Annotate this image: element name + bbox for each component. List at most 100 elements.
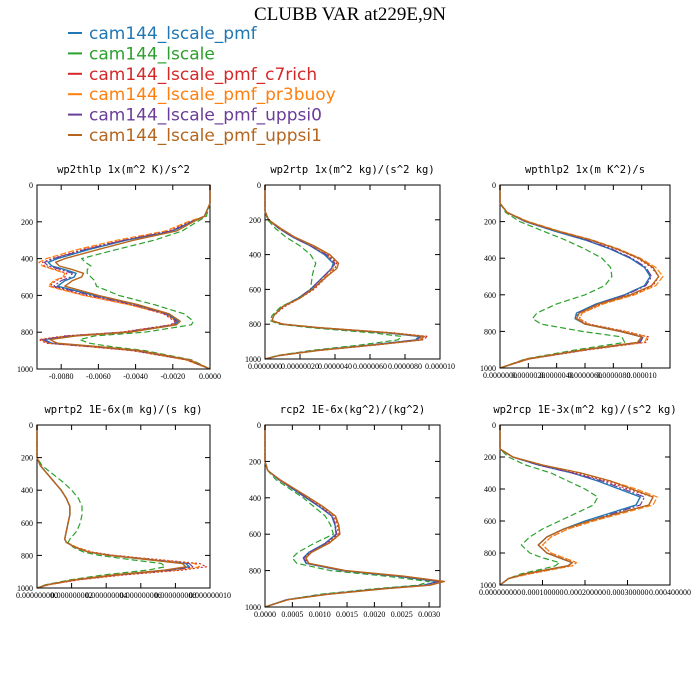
y-tick-label: 800 <box>21 328 33 337</box>
legend-label: cam144_lscale_pmf_pr3buoy <box>89 85 336 105</box>
x-tick-label: 0.0000020 <box>511 371 545 380</box>
legend-entry: cam144_lscale_pmf_pr3buoy <box>68 85 336 105</box>
x-tick-label: 0.0025 <box>391 610 413 619</box>
x-tick-label: -0.0040 <box>123 372 148 381</box>
x-tick-label: 0.000100000 <box>522 588 564 597</box>
y-tick-label: 200 <box>21 454 33 463</box>
y-tick-label: 600 <box>249 530 261 539</box>
x-tick-label: 0.000010 <box>627 371 657 380</box>
panel-title: wprtp2 1E-6x(m kg)/(s kg) <box>44 404 202 416</box>
x-tick-label: 0.0000060 <box>568 371 602 380</box>
y-tick-label: 800 <box>249 320 261 329</box>
x-tick-label: 0.0030 <box>418 610 440 619</box>
y-tick-label: 0 <box>29 181 33 190</box>
y-tick-label: 800 <box>21 551 33 560</box>
legend-label: cam144_lscale <box>89 44 215 64</box>
plot-frame <box>36 184 211 370</box>
x-tick-label: 0.0000060 <box>353 362 387 371</box>
chart-panel: rcp2 1E-6x(kg^2)/(kg^2) 0 200 400 600 800 1000… <box>245 404 446 619</box>
x-tick-label: 0.000000004 <box>85 591 127 600</box>
series-line <box>36 425 187 589</box>
y-tick-label: 1000 <box>245 603 261 612</box>
x-tick-label: 0.0000080 <box>388 362 422 371</box>
legend-entry: cam144_lscale_pmf_c7rich <box>68 65 317 85</box>
y-tick-label: 400 <box>484 254 496 263</box>
x-tick-label: 0.0000000 <box>483 371 517 380</box>
panel-title: wpthlp2 1x(m K^2)/s <box>525 164 645 176</box>
x-tick-label: 0.000010 <box>425 362 455 371</box>
legend-label: cam144_lscale_pmf <box>89 24 258 44</box>
y-tick-label: 400 <box>249 494 261 503</box>
y-tick-label: 200 <box>249 216 261 225</box>
x-tick-label: 0.0000080 <box>596 371 630 380</box>
y-tick-label: 200 <box>249 457 261 466</box>
y-tick-label: 0 <box>257 421 261 430</box>
chart-panels: wp2thlp 1x(m^2 K)/s^2 0 200 400 600 800 1000 -0… <box>16 164 691 619</box>
x-tick-label: 0.0000000 <box>248 362 282 371</box>
y-tick-label: 200 <box>21 218 33 227</box>
y-tick-label: 200 <box>484 453 496 462</box>
y-tick-label: 1000 <box>17 584 33 593</box>
y-tick-label: 600 <box>21 291 33 300</box>
x-tick-label: 0.0000 <box>254 610 276 619</box>
x-tick-label: 0.000000000 <box>16 591 58 600</box>
y-tick-label: 0 <box>492 421 496 430</box>
x-tick-label: 0.000000008 <box>154 591 196 600</box>
x-tick-label: 0.000400000 <box>649 588 691 597</box>
y-tick-label: 0 <box>257 181 261 190</box>
y-tick-label: 0 <box>29 421 33 430</box>
legend-entry: cam144_lscale_pmf <box>68 24 258 44</box>
chart-panel: wp2thlp 1x(m^2 K)/s^2 0 200 400 600 800 1000 -0… <box>17 164 221 381</box>
x-tick-label: 0.000000000 <box>479 588 521 597</box>
legend-entry: cam144_lscale_pmf_uppsi1 <box>68 126 322 146</box>
series-line <box>36 425 166 589</box>
figure-title: CLUBB VAR at229E,9N <box>254 4 446 25</box>
x-tick-label: 0.0000040 <box>318 362 352 371</box>
y-tick-label: 1000 <box>245 355 261 364</box>
y-tick-label: 800 <box>484 549 496 558</box>
series-line <box>49 185 211 370</box>
x-tick-label: 0.000200000 <box>564 588 606 597</box>
y-tick-label: 400 <box>249 251 261 260</box>
x-tick-label: 0.0005 <box>281 610 303 619</box>
y-tick-label: 600 <box>484 291 496 300</box>
series-line <box>41 185 211 370</box>
x-tick-label: 0.0010 <box>309 610 331 619</box>
y-tick-label: 800 <box>249 567 261 576</box>
plot-frame <box>264 424 441 608</box>
y-tick-label: 600 <box>21 519 33 528</box>
x-tick-label: -0.0020 <box>160 372 185 381</box>
series-line <box>499 185 626 369</box>
plot-frame <box>36 424 211 589</box>
chart-panel: wprtp2 1E-6x(m kg)/(s kg) 0 200 400 600 800 10… <box>16 404 231 600</box>
legend-label: cam144_lscale_pmf_uppsi1 <box>89 126 322 146</box>
y-tick-label: 1000 <box>480 581 496 590</box>
legend-label: cam144_lscale_pmf_c7rich <box>89 65 317 85</box>
x-tick-label: -0.0080 <box>49 372 74 381</box>
series-line <box>499 425 654 586</box>
x-tick-label: 0.0000 <box>199 372 221 381</box>
legend-label: cam144_lscale_pmf_uppsi0 <box>89 106 322 126</box>
panel-title: wp2thlp 1x(m^2 K)/s^2 <box>57 164 190 176</box>
legend-entry: cam144_lscale_pmf_uppsi0 <box>68 106 322 126</box>
legend-entry: cam144_lscale <box>68 44 215 64</box>
x-tick-label: 0.0015 <box>336 610 358 619</box>
series-line <box>264 185 425 360</box>
chart-panel: wp2rtp 1x(m^2 kg)/(s^2 kg) 0 200 400 600 800 1… <box>245 164 455 371</box>
series-line <box>79 185 211 370</box>
x-tick-label: 0.000000006 <box>120 591 162 600</box>
series-line <box>264 425 446 608</box>
x-tick-label: 0.00000020 <box>281 362 319 371</box>
legend: cam144_lscale_pmfcam144_lscalecam144_lsc… <box>68 24 336 146</box>
x-tick-label: 0.000000002 <box>51 591 93 600</box>
y-tick-label: 0 <box>492 181 496 190</box>
y-tick-label: 600 <box>249 285 261 294</box>
chart-panel: wpthlp2 1x(m K^2)/s020040060080010000.00… <box>480 164 671 380</box>
x-tick-label: 0.0020 <box>363 610 385 619</box>
plot-frame <box>264 184 441 360</box>
panel-title: wp2rcp 1E-3x(m^2 kg)/(s^2 kg) <box>493 404 676 416</box>
panel-title: rcp2 1E-6x(kg^2)/(kg^2) <box>280 404 425 416</box>
series-line <box>499 425 599 586</box>
x-tick-label: -0.0060 <box>86 372 111 381</box>
